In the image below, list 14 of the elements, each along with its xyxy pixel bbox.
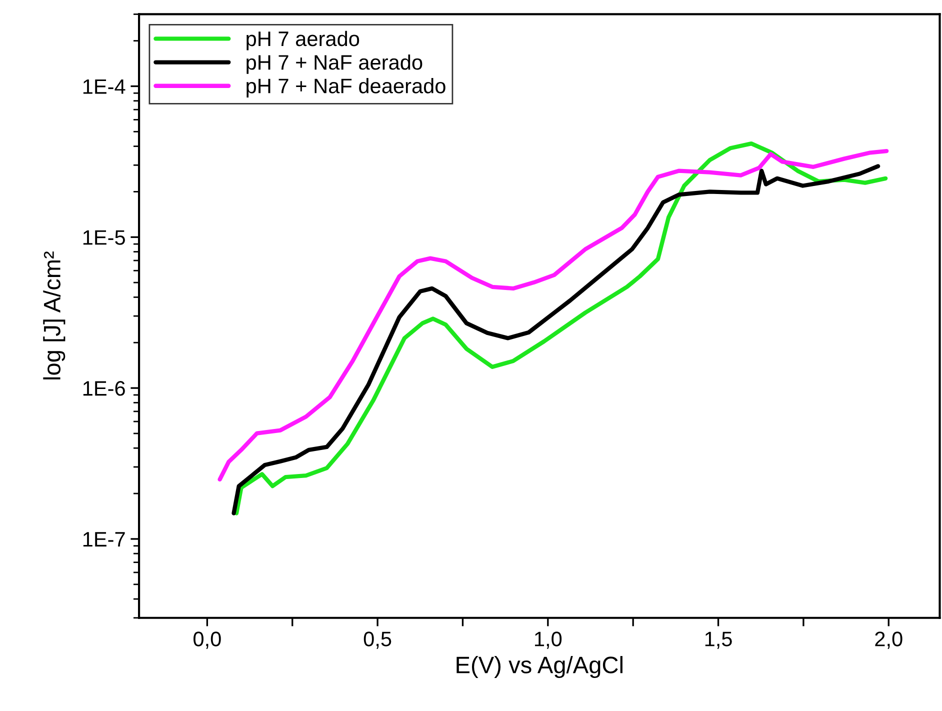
y-tick-label: 1E-6 bbox=[83, 381, 125, 396]
x-tick-label: 1,0 bbox=[535, 632, 562, 649]
x-tick-label: 2,0 bbox=[875, 632, 902, 649]
y-axis-title: log [J] A/cm² bbox=[43, 252, 66, 380]
y-tick-label: 1E-5 bbox=[83, 230, 125, 245]
x-tick-label: 1,5 bbox=[705, 632, 732, 649]
legend-label: pH 7 + NaF deaerado bbox=[246, 78, 446, 98]
x-axis-title: E(V) vs Ag/AgCl bbox=[456, 656, 622, 678]
y-tick-label: 1E-7 bbox=[83, 532, 125, 546]
legend-label: pH 7 aerado bbox=[246, 30, 360, 50]
x-tick-label: 0,0 bbox=[194, 632, 221, 649]
y-tick-label: 1E-4 bbox=[83, 79, 126, 94]
x-tick-label: 0,5 bbox=[364, 632, 392, 649]
legend-label: pH 7 + NaF aerado bbox=[246, 54, 422, 74]
